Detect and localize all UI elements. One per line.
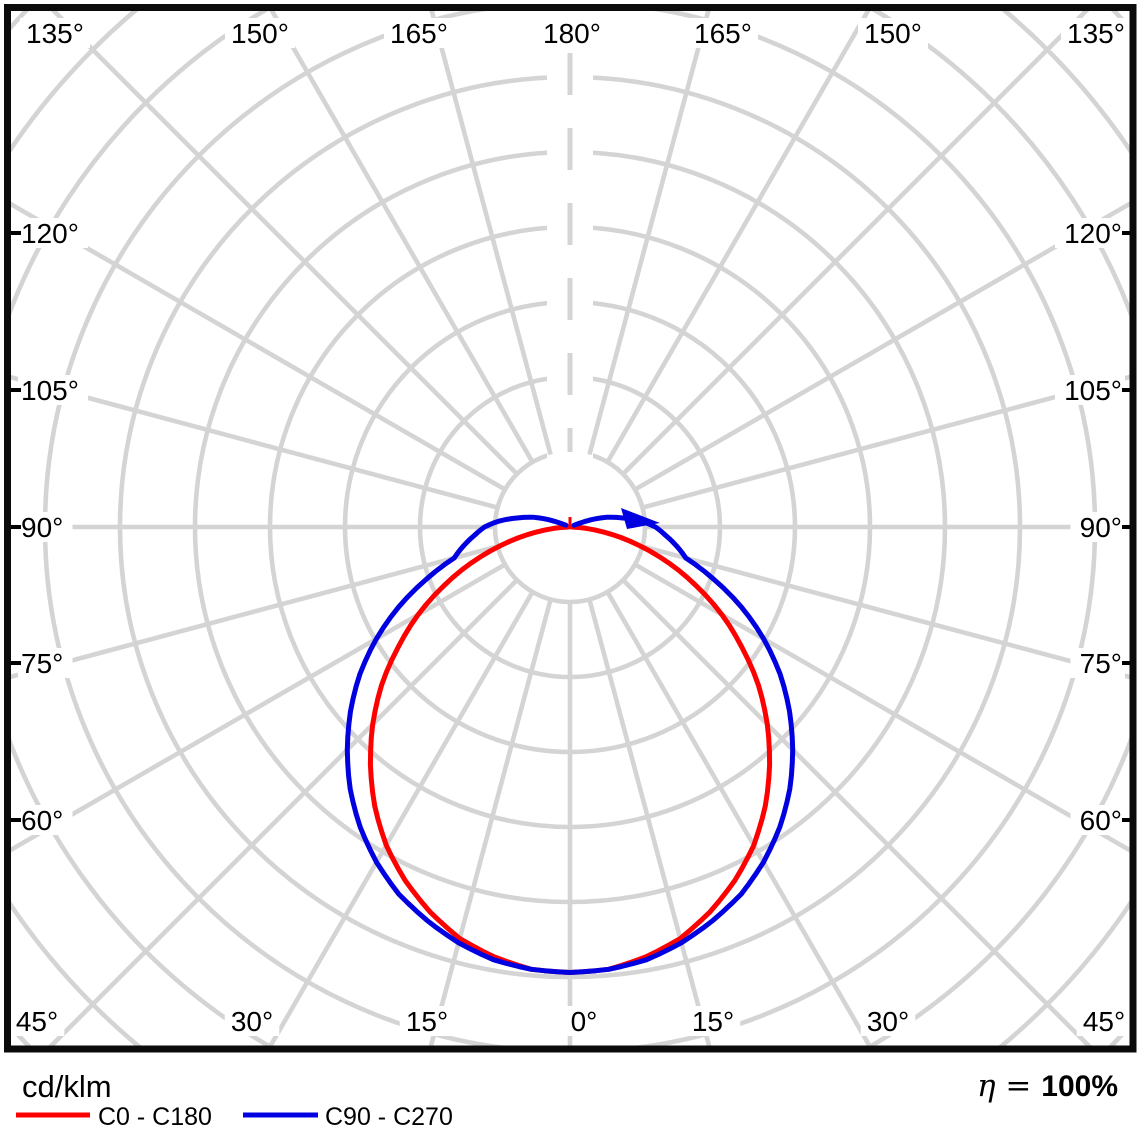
grid-radial	[429, 11, 553, 456]
angle-tick-label: 150°	[231, 18, 289, 49]
angle-tick-label: 30°	[231, 1006, 273, 1037]
grid-radial	[641, 374, 1132, 510]
angle-label-bg	[18, 512, 73, 542]
border-tick	[1122, 661, 1135, 665]
angle-labels: 135° 150° 165° 180° 165° 150° 135° 45° 30° 15° 0° 1…	[8, 18, 1135, 1037]
angle-label-bg	[1055, 375, 1125, 405]
angle-label-bg	[1061, 18, 1131, 48]
angle-tick-label: 60°	[1080, 805, 1122, 836]
angle-tick-label: 180°	[543, 18, 601, 49]
angle-label-bg	[537, 18, 607, 48]
border-tick	[8, 231, 21, 235]
grid-radial	[269, 11, 535, 464]
border-tick	[1122, 525, 1135, 529]
angle-label-bg	[384, 18, 454, 48]
grid-radial	[11, 544, 499, 680]
angle-label-bg	[1076, 1006, 1132, 1036]
grid-radial	[50, 11, 519, 476]
angle-label-bg	[224, 1006, 280, 1036]
border-tick	[1122, 818, 1135, 822]
angle-tick-label: 15°	[692, 1006, 734, 1037]
border-tick	[8, 525, 21, 529]
grid-radial	[46, 578, 519, 1047]
angle-label-bg	[1070, 512, 1125, 542]
angle-label-bg	[1055, 218, 1125, 248]
chart-frame	[4, 4, 1137, 1053]
angle-label-bg	[1070, 805, 1125, 835]
angle-tick-label: 165°	[694, 18, 752, 49]
unit-label: cd/klm	[22, 1069, 112, 1104]
angle-tick-label: 90°	[1080, 512, 1122, 543]
angle-label-bg	[564, 1006, 604, 1036]
angle-tick-label: 120°	[1064, 218, 1122, 249]
c90-c270-curve	[344, 514, 796, 975]
angle-tick-label: 45°	[1083, 1006, 1125, 1037]
eta-value: 100%	[1041, 1070, 1118, 1103]
grid-radial	[587, 11, 711, 456]
angle-label-bg	[18, 218, 88, 248]
grid-radial	[11, 562, 507, 853]
angle-tick-label: 90°	[21, 512, 63, 543]
efficiency-label: η = 100%	[977, 1068, 1118, 1104]
intensity-curves	[344, 508, 796, 975]
border-tick	[1122, 388, 1135, 392]
angle-tick-label: 30°	[867, 1006, 909, 1037]
legend-label-c90: C90 - C270	[325, 1103, 453, 1131]
angle-label-bg	[18, 805, 73, 835]
grid-radial	[633, 199, 1132, 492]
border-tick	[8, 818, 21, 822]
angle-tick-label: 0°	[571, 1006, 598, 1037]
grid-radial	[11, 201, 507, 492]
angle-tick-label: 15°	[406, 1006, 448, 1037]
legend-item-c90: C90 - C270	[243, 1103, 453, 1131]
grid-radial	[428, 598, 553, 1047]
grid-radial	[621, 578, 1094, 1047]
angle-tick-label: 60°	[21, 805, 63, 836]
curve-direction-arrow-icon	[621, 508, 660, 529]
angle-label-bg	[399, 1006, 455, 1036]
angle-tick-label: 75°	[1080, 648, 1122, 679]
border-tick	[8, 661, 21, 665]
grid-radial	[633, 562, 1132, 855]
grid-radial	[605, 590, 873, 1047]
grid-radial	[621, 11, 1090, 476]
angle-tick-label: 105°	[21, 375, 79, 406]
grid-radial	[641, 544, 1132, 680]
legend: C0 - C180 C90 - C270	[16, 1103, 453, 1131]
angle-label-bg	[18, 648, 73, 678]
grid-radial	[587, 598, 712, 1047]
angle-label-bg	[685, 1006, 741, 1036]
angle-label-bg	[858, 18, 928, 48]
angle-tick-label: 150°	[864, 18, 922, 49]
eta-symbol: η =	[977, 1068, 1041, 1104]
angle-tick-label: 135°	[26, 18, 84, 49]
grid-radial	[605, 11, 871, 464]
grid-radial	[267, 590, 535, 1047]
border-tick	[1122, 231, 1135, 235]
angle-tick-label: 165°	[390, 18, 448, 49]
angle-label-bg	[1070, 648, 1125, 678]
angle-label-bg	[9, 1006, 65, 1036]
angle-tick-label: 120°	[21, 218, 79, 249]
legend-label-c0: C0 - C180	[98, 1103, 212, 1131]
border-tick	[8, 388, 21, 392]
legend-item-c0: C0 - C180	[16, 1103, 212, 1131]
angle-tick-label: 75°	[21, 648, 63, 679]
grid-radial	[11, 374, 499, 510]
angle-label-bg	[20, 18, 90, 48]
angle-tick-label: 45°	[16, 1006, 58, 1037]
angle-label-bg	[225, 18, 295, 48]
angle-label-bg	[18, 375, 88, 405]
angle-label-bg	[860, 1006, 916, 1036]
angle-tick-label: 105°	[1064, 375, 1122, 406]
angle-label-bg	[688, 18, 758, 48]
angle-tick-label: 135°	[1067, 18, 1125, 49]
